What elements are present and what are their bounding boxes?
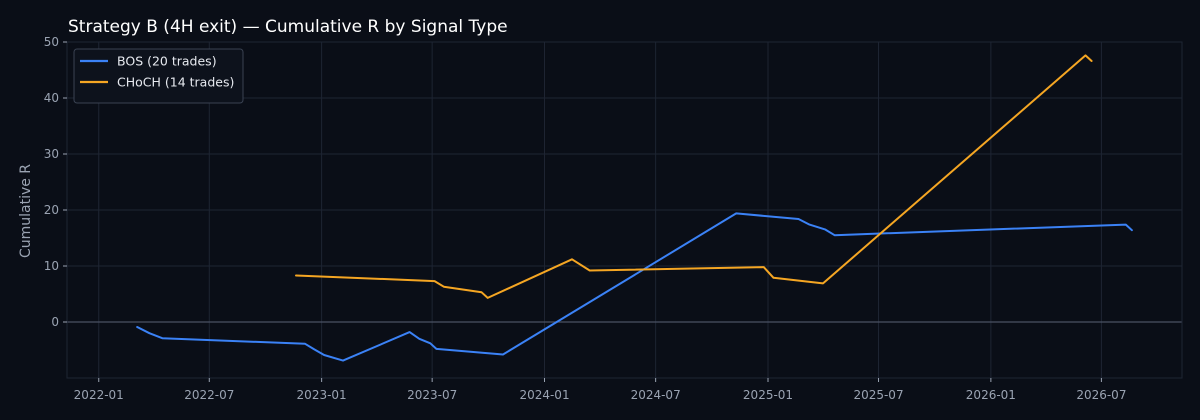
legend: BOS (20 trades) CHoCH (14 trades) — [73, 48, 244, 104]
chart-title: Strategy B (4H exit) — Cumulative R by S… — [68, 17, 508, 37]
y-axis-label: Cumulative R — [18, 164, 34, 258]
series-layer — [136, 54, 1133, 362]
legend-label-1: CHoCH (14 trades) — [117, 75, 234, 90]
series-line-1 — [295, 54, 1093, 299]
y-tick-label: 10 — [44, 259, 59, 273]
y-tick-label: 50 — [44, 35, 59, 49]
x-tick-label: 2022-07 — [184, 388, 234, 402]
series-line-0 — [136, 212, 1133, 362]
x-tick-label: 2025-07 — [853, 388, 903, 402]
x-tick-label: 2022-01 — [74, 388, 124, 402]
y-tick-label: 30 — [44, 147, 59, 161]
legend-label-0: BOS (20 trades) — [117, 54, 217, 69]
x-tick-label: 2023-01 — [297, 388, 347, 402]
y-tick-label: 0 — [51, 315, 59, 329]
legend-box — [73, 48, 244, 104]
axes: 0 10 20 30 40 50 2022-01 2022-07 2023-01 2023-07 2… — [44, 35, 1183, 402]
x-tick-label: 2024-01 — [519, 388, 569, 402]
x-tick-label: 2025-01 — [743, 388, 793, 402]
x-tick-label: 2026-01 — [966, 388, 1016, 402]
y-tick-label: 20 — [44, 203, 59, 217]
x-tick-label: 2024-07 — [631, 388, 681, 402]
y-tick-label: 40 — [44, 91, 59, 105]
x-tick-label: 2023-07 — [407, 388, 457, 402]
x-tick-label: 2026-07 — [1076, 388, 1126, 402]
